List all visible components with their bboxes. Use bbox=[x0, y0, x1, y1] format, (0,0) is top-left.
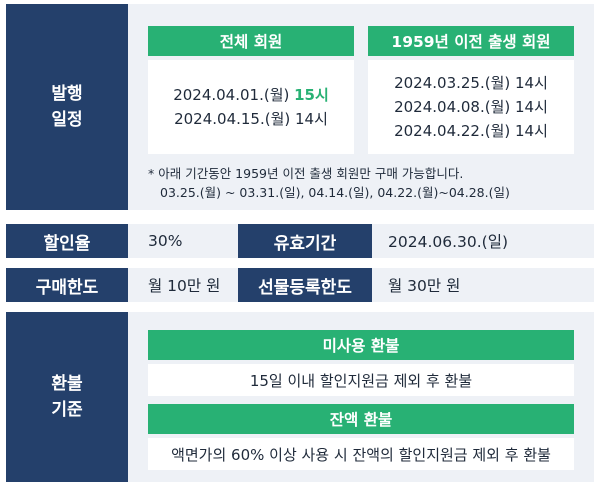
all-members-date-2: 2024.04.15.(월) 14시 bbox=[174, 110, 328, 128]
validity-label: 유효기간 bbox=[238, 224, 372, 258]
all-members-dates: 2024.04.01.(월) 15시 2024.04.15.(월) 14시 bbox=[148, 60, 354, 154]
senior-members-dates: 2024.03.25.(월) 14시 2024.04.08.(월) 14시 20… bbox=[368, 60, 574, 154]
balance-refund-header: 잔액 환불 bbox=[148, 404, 574, 434]
refund-label: 환불 기준 bbox=[6, 312, 128, 482]
discount-row: 할인율 30% 유효기간 2024.06.30.(일) bbox=[6, 224, 594, 258]
discount-label: 할인율 bbox=[6, 224, 128, 258]
gift-limit-value: 월 30만 원 bbox=[388, 277, 461, 295]
gift-limit-label: 선물등록한도 bbox=[238, 268, 372, 302]
schedule-label-line1: 발행 bbox=[51, 84, 83, 104]
highlight-time: 15시 bbox=[294, 86, 329, 104]
purchase-limit-value: 월 10만 원 bbox=[148, 277, 221, 295]
unused-refund-header: 미사용 환불 bbox=[148, 330, 574, 360]
refund-label-line1: 환불 bbox=[51, 374, 83, 394]
schedule-label-line2: 일정 bbox=[51, 110, 83, 130]
senior-date-1: 2024.03.25.(월) 14시 bbox=[394, 74, 548, 92]
discount-value: 30% bbox=[148, 232, 183, 250]
limit-row: 구매한도 월 10만 원 선물등록한도 월 30만 원 bbox=[6, 268, 594, 302]
all-members-header: 전체 회원 bbox=[148, 26, 354, 56]
purchase-limit-label: 구매한도 bbox=[6, 268, 128, 302]
refund-label-line2: 기준 bbox=[51, 400, 83, 420]
refund-row: 환불 기준 미사용 환불 15일 이내 할인지원금 제외 후 환불 잔액 환불 … bbox=[6, 312, 594, 482]
schedule-note-line1: * 아래 기간동안 1959년 이전 출생 회원만 구매 가능합니다. bbox=[148, 166, 464, 181]
balance-refund-text: 액면가의 60% 이상 사용 시 잔액의 할인지원금 제외 후 환불 bbox=[148, 438, 574, 470]
schedule-label: 발행 일정 bbox=[6, 4, 128, 210]
validity-value: 2024.06.30.(일) bbox=[388, 233, 509, 251]
senior-date-2: 2024.04.08.(월) 14시 bbox=[394, 98, 548, 116]
senior-members-header: 1959년 이전 출생 회원 bbox=[368, 26, 574, 56]
unused-refund-text: 15일 이내 할인지원금 제외 후 환불 bbox=[148, 364, 574, 396]
all-members-date-1: 2024.04.01.(월) 15시 bbox=[173, 86, 329, 104]
schedule-row: 발행 일정 전체 회원 2024.04.01.(월) 15시 2024.04.1… bbox=[6, 4, 594, 210]
senior-date-3: 2024.04.22.(월) 14시 bbox=[394, 122, 548, 140]
schedule-note-line2: 03.25.(월) ~ 03.31.(일), 04.14.(일), 04.22.… bbox=[160, 185, 510, 200]
voucher-info-table: 발행 일정 전체 회원 2024.04.01.(월) 15시 2024.04.1… bbox=[6, 4, 594, 488]
